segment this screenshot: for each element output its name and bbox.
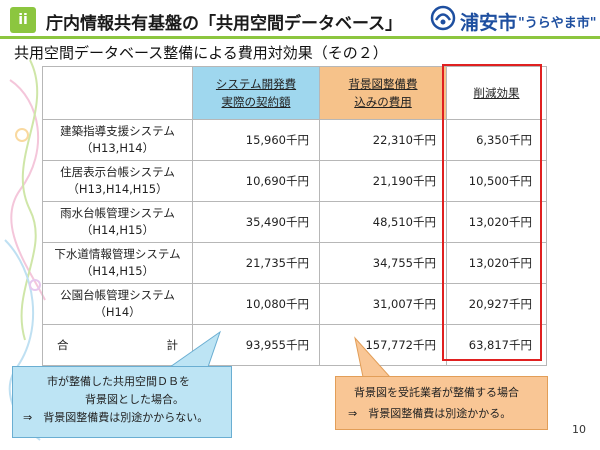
header-reduction-label: 削減効果 bbox=[473, 86, 520, 100]
section-badge: ii bbox=[10, 7, 36, 33]
cost-with-background-cell: 31,007千円 bbox=[319, 283, 447, 325]
cost-with-background-cell: 21,190千円 bbox=[319, 160, 447, 202]
header-cost-with-background: 背景図整備費 込みの費用 bbox=[319, 66, 447, 120]
system-years: （H14） bbox=[94, 305, 141, 319]
header-empty-cell bbox=[42, 66, 193, 120]
callout-blue-line3: ⇒ 背景図整備費は別途かからない。 bbox=[23, 411, 209, 424]
table-row: 建築指導支援システム （H13,H14） 15,960千円 22,310千円 6… bbox=[42, 119, 547, 161]
table-row: 下水道情報管理システム （H14,H15） 21,735千円 34,755千円 … bbox=[42, 242, 547, 284]
header-actual-cost-line1: システム開発費 bbox=[215, 77, 297, 91]
actual-cost-cell: 21,735千円 bbox=[192, 242, 320, 284]
slide-title: 庁内情報共有基盤の「共用空間データベース」 bbox=[46, 14, 403, 34]
system-years: （H13,H14,H15） bbox=[67, 182, 168, 196]
reduction-cell: 6,350千円 bbox=[446, 119, 547, 161]
logo-city-name: 浦安市 bbox=[460, 12, 518, 34]
cost-comparison-table: システム開発費 実際の契約額 背景図整備費 込みの費用 削減効果 建築指導支援シ… bbox=[42, 66, 547, 366]
total-cost-with-background: 157,772千円 bbox=[319, 324, 447, 366]
actual-cost-cell: 15,960千円 bbox=[192, 119, 320, 161]
callout-city-database: 市が整備した共用空間ＤＢを 背景図とした場合。 ⇒ 背景図整備費は別途かからない… bbox=[12, 366, 232, 438]
header-cost-with-background-line1: 背景図整備費 bbox=[348, 77, 418, 91]
actual-cost-cell: 10,080千円 bbox=[192, 283, 320, 325]
system-name: 雨水台帳管理システム bbox=[60, 206, 175, 220]
system-name-cell: 公園台帳管理システム （H14） bbox=[42, 283, 193, 325]
reduction-cell: 13,020千円 bbox=[446, 242, 547, 284]
system-name: 公園台帳管理システム bbox=[60, 288, 175, 302]
total-label-right: 計 bbox=[166, 338, 179, 352]
slide-header: ii 庁内情報共有基盤の「共用空間データベース」 浦安市 "うらやま市" bbox=[0, 0, 600, 39]
table-row: 住居表示台帳システム （H13,H14,H15） 10,690千円 21,190… bbox=[42, 160, 547, 202]
logo-slogan: "うらやま市" bbox=[518, 16, 597, 31]
blue-callout-tail bbox=[168, 330, 221, 368]
table-row: 公園台帳管理システム （H14） 10,080千円 31,007千円 20,92… bbox=[42, 283, 547, 325]
reduction-cell: 20,927千円 bbox=[446, 283, 547, 325]
callout-orange-line2: ⇒ 背景図整備費は別途かかる。 bbox=[348, 407, 512, 420]
header-reduction: 削減効果 bbox=[446, 66, 547, 120]
city-emblem-icon bbox=[430, 5, 456, 31]
cost-with-background-cell: 34,755千円 bbox=[319, 242, 447, 284]
slide-subtitle: 共用空間データベース整備による費用対効果（その２） bbox=[14, 44, 388, 62]
cost-with-background-cell: 22,310千円 bbox=[319, 119, 447, 161]
system-name-cell: 住居表示台帳システム （H13,H14,H15） bbox=[42, 160, 193, 202]
system-years: （H13,H14） bbox=[80, 141, 155, 155]
city-logo: 浦安市 "うらやま市" bbox=[430, 4, 600, 34]
actual-cost-cell: 10,690千円 bbox=[192, 160, 320, 202]
header-actual-cost-line2: 実際の契約額 bbox=[221, 95, 291, 109]
system-years: （H14,H15） bbox=[80, 223, 155, 237]
reduction-cell: 13,020千円 bbox=[446, 201, 547, 243]
system-years: （H14,H15） bbox=[80, 264, 155, 278]
callout-blue-line2: 背景図とした場合。 bbox=[85, 393, 184, 406]
table-row: 雨水台帳管理システム （H14,H15） 35,490千円 48,510千円 1… bbox=[42, 201, 547, 243]
table-header-row: システム開発費 実際の契約額 背景図整備費 込みの費用 削減効果 bbox=[42, 66, 547, 120]
system-name: 住居表示台帳システム bbox=[60, 165, 175, 179]
actual-cost-cell: 35,490千円 bbox=[192, 201, 320, 243]
callout-contractor-background: 背景図を受託業者が整備する場合 ⇒ 背景図整備費は別途かかる。 bbox=[335, 376, 548, 430]
cost-with-background-cell: 48,510千円 bbox=[319, 201, 447, 243]
reduction-cell: 10,500千円 bbox=[446, 160, 547, 202]
system-name: 下水道情報管理システム bbox=[54, 247, 181, 261]
orange-callout-tail bbox=[354, 336, 392, 378]
total-label-cell: 合 計 bbox=[42, 324, 193, 366]
system-name-cell: 下水道情報管理システム （H14,H15） bbox=[42, 242, 193, 284]
header-divider bbox=[0, 36, 600, 39]
system-name-cell: 建築指導支援システム （H13,H14） bbox=[42, 119, 193, 161]
header-cost-with-background-line2: 込みの費用 bbox=[354, 95, 412, 109]
total-label-left: 合 bbox=[57, 338, 69, 352]
table-total-row: 合 計 93,955千円 157,772千円 63,817千円 bbox=[42, 324, 547, 366]
page-number: 10 bbox=[572, 423, 586, 436]
system-name-cell: 雨水台帳管理システム （H14,H15） bbox=[42, 201, 193, 243]
system-name: 建築指導支援システム bbox=[60, 124, 175, 138]
callout-blue-line1: 市が整備した共用空間ＤＢを bbox=[47, 375, 190, 388]
callout-orange-line1: 背景図を受託業者が整備する場合 bbox=[354, 386, 519, 399]
total-reduction: 63,817千円 bbox=[446, 324, 547, 366]
header-actual-cost: システム開発費 実際の契約額 bbox=[192, 66, 320, 120]
